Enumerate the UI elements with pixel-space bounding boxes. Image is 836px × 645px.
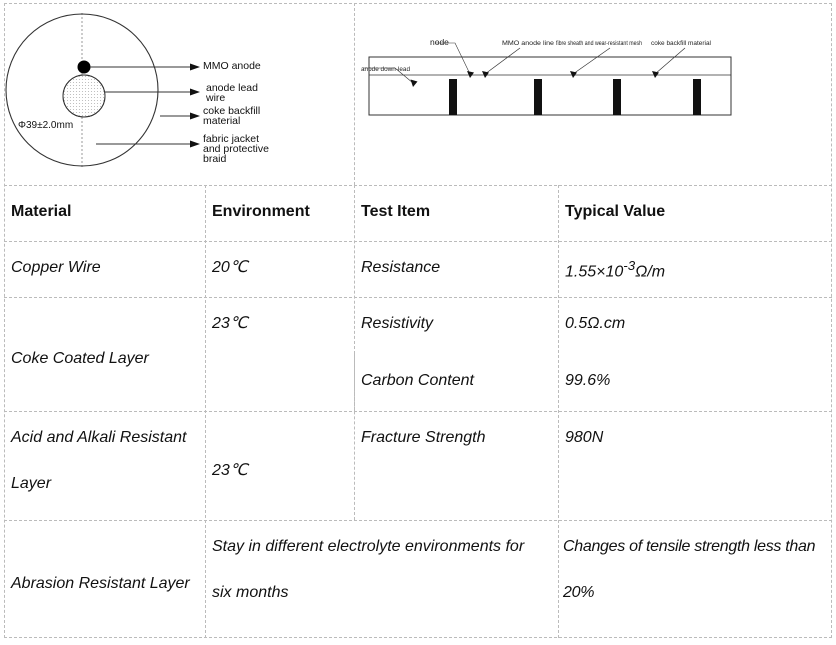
svg-text:material: material <box>203 115 240 127</box>
svg-text:wire: wire <box>205 92 225 104</box>
svg-text:braid: braid <box>203 153 227 165</box>
svg-text:node: node <box>430 37 449 47</box>
svg-text:anode down-lead: anode down-lead <box>361 66 410 73</box>
svg-text:MMO anode: MMO anode <box>203 60 261 72</box>
svg-text:coke backfill material: coke backfill material <box>651 40 711 47</box>
svg-text:Φ39±2.0mm: Φ39±2.0mm <box>18 120 73 131</box>
svg-text:MMO anode line: MMO anode line <box>502 40 554 47</box>
svg-text:fibre sheath and wear-resistan: fibre sheath and wear-resistant mesh <box>556 40 642 47</box>
